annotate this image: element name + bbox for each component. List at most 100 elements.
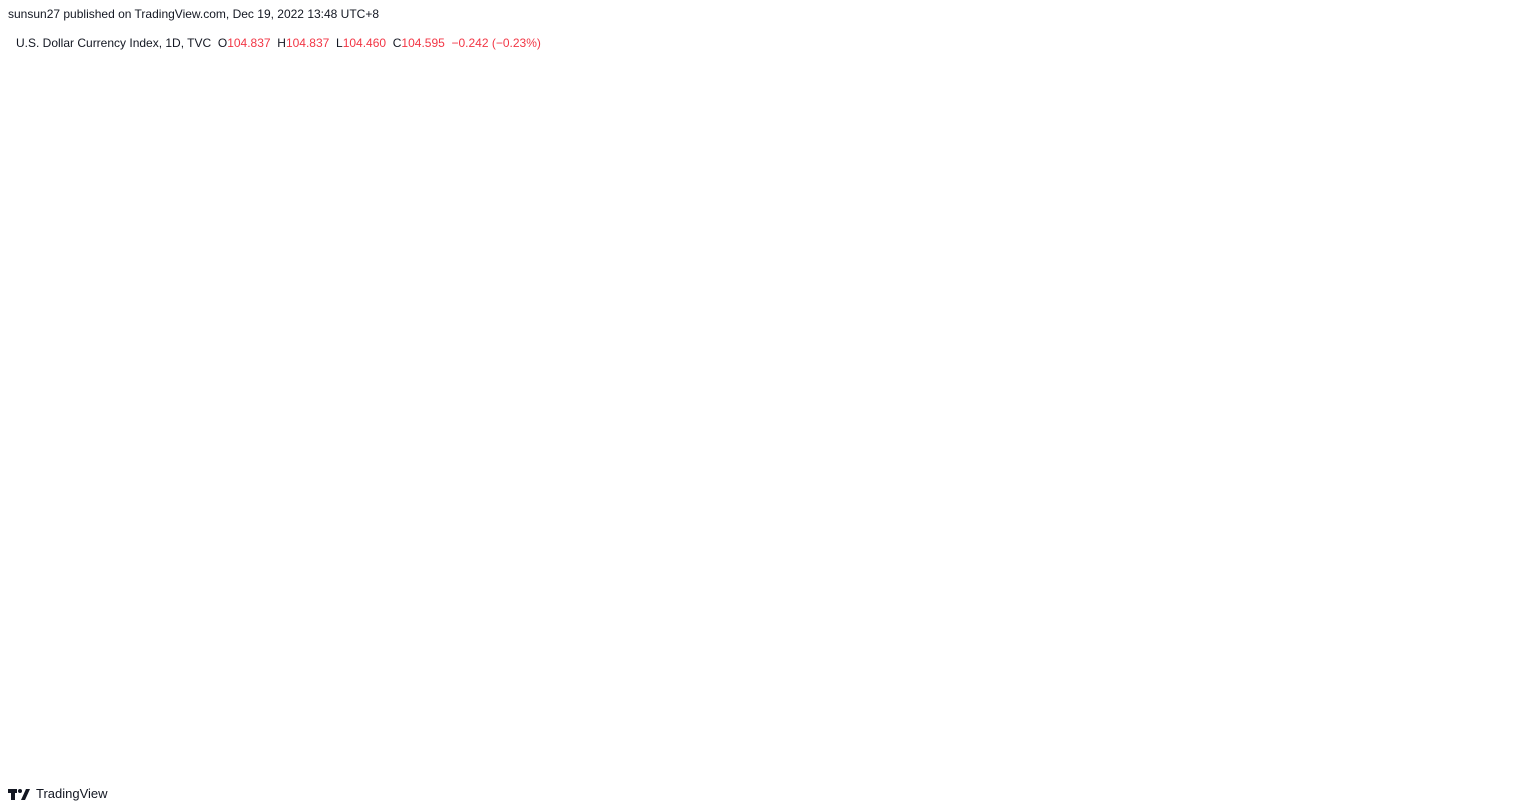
candle-body: [653, 186, 661, 192]
time-tick-label: Jun: [408, 757, 426, 769]
osc-bar: [968, 681, 976, 701]
candle-body: [899, 146, 907, 162]
price-tag: [1455, 219, 1515, 234]
high-value: 104.837: [285, 36, 330, 50]
candle-body: [37, 373, 45, 377]
osc-bar: [612, 676, 620, 681]
ma-slow-line: [13, 124, 1096, 380]
osc-bar: [407, 681, 415, 693]
osc-bar: [448, 646, 456, 681]
price-tick-label: 115.000: [1460, 85, 1499, 97]
osc-bar: [585, 681, 593, 701]
candle-body: [448, 243, 456, 259]
candle-body: [421, 252, 429, 272]
candle-body: [694, 165, 702, 196]
candle-body: [51, 367, 59, 374]
osc-bar: [65, 681, 73, 683]
price-tick-label: 105.000: [1460, 234, 1500, 246]
candle-body: [626, 200, 634, 216]
price-tick-label: 100.000: [1460, 309, 1500, 321]
osc-bar: [1036, 679, 1044, 681]
candle-body: [133, 327, 141, 333]
osc-bar: [1091, 668, 1099, 681]
price-tag: [1455, 187, 1515, 202]
osc-bar: [475, 676, 483, 681]
band-lower-line: [13, 142, 1096, 399]
osc-bar: [544, 681, 552, 691]
tradingview-logo-icon: [8, 788, 30, 800]
price-tick-label: 97.500: [1460, 346, 1494, 358]
osc-bar: [667, 666, 675, 681]
osc-bar: [995, 681, 1003, 686]
candle-body: [379, 286, 387, 290]
candle-body: [407, 271, 415, 281]
price-tick-label: 112.500: [1460, 122, 1499, 134]
price-tag: [1455, 237, 1515, 252]
candle-body: [982, 218, 990, 223]
osc-bar: [352, 681, 360, 701]
wave-label: F: [1099, 232, 1110, 252]
candle-body: [202, 325, 210, 339]
candle-body: [1009, 224, 1017, 228]
osc-bar: [954, 681, 962, 716]
osc-bar: [421, 671, 429, 681]
osc-bar: [78, 681, 86, 682]
candle-body: [106, 330, 114, 341]
osc-slow-line: [13, 640, 1096, 746]
time-tick-label: May: [302, 757, 323, 769]
price-tag-label: 105.805: [1458, 222, 1498, 234]
candle-body: [639, 191, 647, 201]
fib-annotation: 0.8270480914552618: [917, 231, 1034, 245]
osc-bar: [92, 679, 100, 681]
candle-body: [462, 256, 470, 259]
osc-bar: [722, 671, 730, 681]
candle-body: [845, 116, 853, 123]
osc-bar: [845, 681, 853, 701]
osc-bar: [229, 681, 237, 696]
candle-body: [475, 249, 483, 257]
osc-bar: [831, 681, 839, 691]
candle-body: [338, 243, 346, 263]
candle-body: [243, 297, 251, 308]
candle-body: [297, 249, 305, 257]
osc-bar: [393, 681, 401, 711]
candle-body: [1023, 227, 1031, 233]
footer: TradingView: [8, 786, 108, 801]
osc-bar: [899, 681, 907, 691]
osc-tick-label: 0.500: [1460, 627, 1488, 639]
candle-body: [78, 350, 86, 360]
osc-bar: [872, 681, 880, 721]
wave-arrow-up: [1073, 193, 1114, 247]
candle-body: [503, 210, 511, 230]
price-tick-label: 102.500: [1460, 271, 1500, 283]
candle-body: [776, 109, 784, 122]
volume-tick-label: 50K: [1460, 539, 1480, 551]
candle-body: [65, 359, 73, 368]
time-tick-label: Mar: [1342, 757, 1361, 769]
osc-bar: [311, 656, 319, 681]
osc-bar: [653, 653, 661, 681]
osc-bar: [817, 681, 825, 686]
candle-body: [1064, 249, 1072, 253]
candle-body: [927, 131, 935, 138]
time-tick-label: Sep: [723, 757, 743, 769]
candle-body: [804, 135, 812, 138]
osc-bar: [804, 681, 812, 691]
channel-blue: [971, 185, 1069, 254]
osc-bar: [913, 681, 921, 726]
time-tick-label: Dec: [1036, 757, 1056, 769]
price-tick-label: 107.500: [1460, 197, 1500, 209]
time-tick-label: Aug: [613, 757, 633, 769]
candle-body: [571, 221, 579, 226]
osc-bar: [858, 681, 866, 716]
ma-fast-line: [13, 120, 1096, 380]
candle-body: [352, 262, 360, 278]
osc-bar: [708, 681, 716, 691]
wave-label: g: [1089, 262, 1100, 282]
candle-body: [940, 131, 948, 162]
osc-bar: [379, 681, 387, 721]
osc-bar: [297, 666, 305, 681]
countdown-label: 18:12:00: [1458, 268, 1502, 280]
candle-body: [1050, 244, 1058, 250]
